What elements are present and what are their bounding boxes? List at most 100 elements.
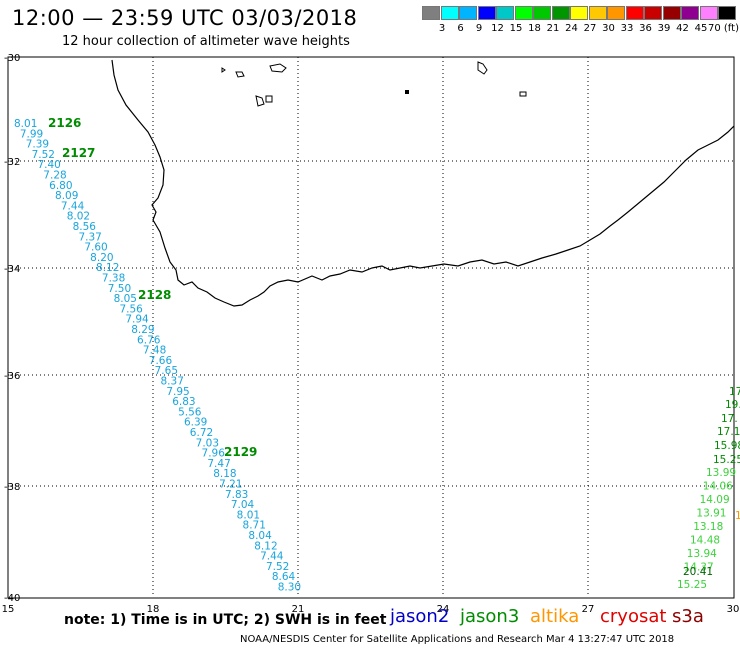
lon-tick-label: 24 (437, 604, 450, 615)
legend-swatch (514, 6, 533, 20)
legend-label: 70 (ft) (708, 23, 739, 34)
wave-height-label: 13.99 (706, 467, 736, 479)
island-8 (519, 91, 527, 97)
wave-height-label: 7.03 (196, 437, 219, 449)
lat-tick-label: -32 (4, 157, 20, 168)
island-1 (221, 67, 226, 73)
wave-height-label: 8.12 (254, 540, 277, 552)
wave-height-label: 7.66 (149, 355, 173, 367)
wave-height-label: 7.28 (43, 170, 66, 182)
wave-height-label: 17. (721, 413, 738, 425)
footer-note: note: 1) Time is in UTC; 2) SWH is in fe… (64, 612, 387, 628)
wave-height-label: 8.64 (272, 571, 296, 583)
legend-swatch (440, 6, 459, 20)
legend-label: 36 (639, 23, 652, 34)
legend-label: 21 (546, 23, 560, 34)
legend-swatch (533, 6, 551, 20)
map-frame (7, 56, 735, 599)
wave-height-label: 15.25 (677, 579, 707, 591)
wave-height-label: 8.12 (96, 262, 119, 274)
wave-height-label: 7.21 (219, 479, 242, 491)
wave-height-label: 19. (725, 399, 740, 411)
satellite-name: s3a (672, 606, 704, 627)
wave-height-label: 8.56 (73, 221, 97, 233)
wave-height-label: 14.48 (690, 535, 720, 547)
wave-height-label: 8.30 (278, 582, 301, 594)
legend-swatch (662, 6, 681, 20)
wave-height-label: 1 (735, 510, 740, 522)
wave-height-label: 17.1 (717, 426, 740, 438)
wave-height-label: 8.09 (55, 190, 78, 202)
satellite-name: jason3 (460, 606, 520, 627)
legend-swatch (551, 6, 570, 20)
satellite-name: altika (530, 606, 580, 627)
wave-height-label: 8.18 (213, 468, 236, 480)
wave-height-label: 5.56 (178, 406, 202, 418)
satellite-name: cryosat (600, 606, 667, 627)
track-id-label: 2126 (48, 116, 81, 130)
wave-height-label: 8.29 (131, 324, 154, 336)
wave-height-label: 7.83 (225, 489, 248, 501)
wave-height-label: 7.96 (202, 448, 226, 460)
wave-height-label: 7.60 (84, 242, 107, 254)
wave-height-label: 7.38 (102, 273, 125, 285)
lon-tick-label: 18 (147, 604, 160, 615)
wave-height-label: 8.05 (114, 293, 137, 305)
legend-label: 12 (491, 23, 504, 34)
track-id-label: 2128 (138, 288, 171, 302)
satellite-name: jason2 (390, 606, 450, 627)
legend-swatch (607, 6, 625, 20)
axis-ticks: 15 18 21 24 27 30 -30 -32 -34 -36 -38 -40 (2, 53, 740, 615)
wave-height-label: 7.50 (108, 283, 131, 295)
legend-swatch (588, 6, 607, 20)
wave-height-label: 8.37 (161, 376, 184, 388)
lon-tick-label: 27 (582, 604, 595, 615)
legend-label: 6 (457, 23, 464, 34)
island-3 (269, 63, 287, 73)
wave-height-label: 6.80 (49, 180, 72, 192)
lon-tick-label: 15 (2, 604, 15, 615)
legend-label: 30 (602, 23, 615, 34)
coastline (111, 59, 735, 307)
island-4 (255, 95, 265, 107)
legend-swatch (459, 6, 477, 20)
legend-swatch (625, 6, 644, 20)
wave-height-label: 15.98 (714, 440, 740, 452)
wave-height-label: 7.37 (78, 231, 101, 243)
wave-height-label: 8.01 (14, 118, 37, 130)
wave-height-label: 13.91 (696, 508, 726, 520)
island-2 (235, 71, 245, 78)
legend-swatch (496, 6, 514, 20)
wave-height-label: 13.18 (693, 521, 723, 533)
credit-line: NOAA/NESDIS Center for Satellite Applica… (240, 634, 675, 645)
island-7 (405, 90, 409, 94)
wave-height-label: 7.04 (231, 499, 255, 511)
wave-height-label: 8.02 (67, 211, 90, 223)
wave-height-label: 15.25 (713, 454, 740, 466)
track-labels: 8.017.997.397.527.407.286.808.097.448.02… (14, 116, 740, 594)
wave-height-label: 7.44 (260, 551, 284, 563)
lat-tick-label: -36 (4, 371, 20, 382)
map-title: 12:00 — 23:59 UTC 03/03/2018 (12, 6, 358, 30)
legend-swatch (644, 6, 662, 20)
wave-height-label: 7.39 (26, 139, 49, 151)
wave-height-label: 7.65 (155, 365, 178, 377)
wave-height-label: 8.71 (243, 520, 266, 532)
wave-height-label: 7.52 (32, 149, 55, 161)
legend-swatch (570, 6, 588, 20)
legend-label: 9 (475, 23, 483, 34)
legend-label: 39 (657, 23, 671, 34)
wave-height-label: 6.83 (172, 396, 195, 408)
legend-label: 42 (676, 23, 689, 34)
island-5 (265, 95, 273, 103)
legend-swatch (422, 6, 440, 20)
legend-label: 33 (620, 23, 634, 34)
legend-swatch (718, 6, 736, 20)
wave-height-label: 14.09 (700, 494, 730, 506)
wave-height-label: 14.06 (703, 481, 733, 493)
wave-height-label: 7.48 (143, 345, 166, 357)
wave-height-label: 7.99 (20, 128, 43, 140)
lat-tick-label: -38 (4, 482, 20, 493)
wave-height-label: 7.95 (166, 386, 189, 398)
